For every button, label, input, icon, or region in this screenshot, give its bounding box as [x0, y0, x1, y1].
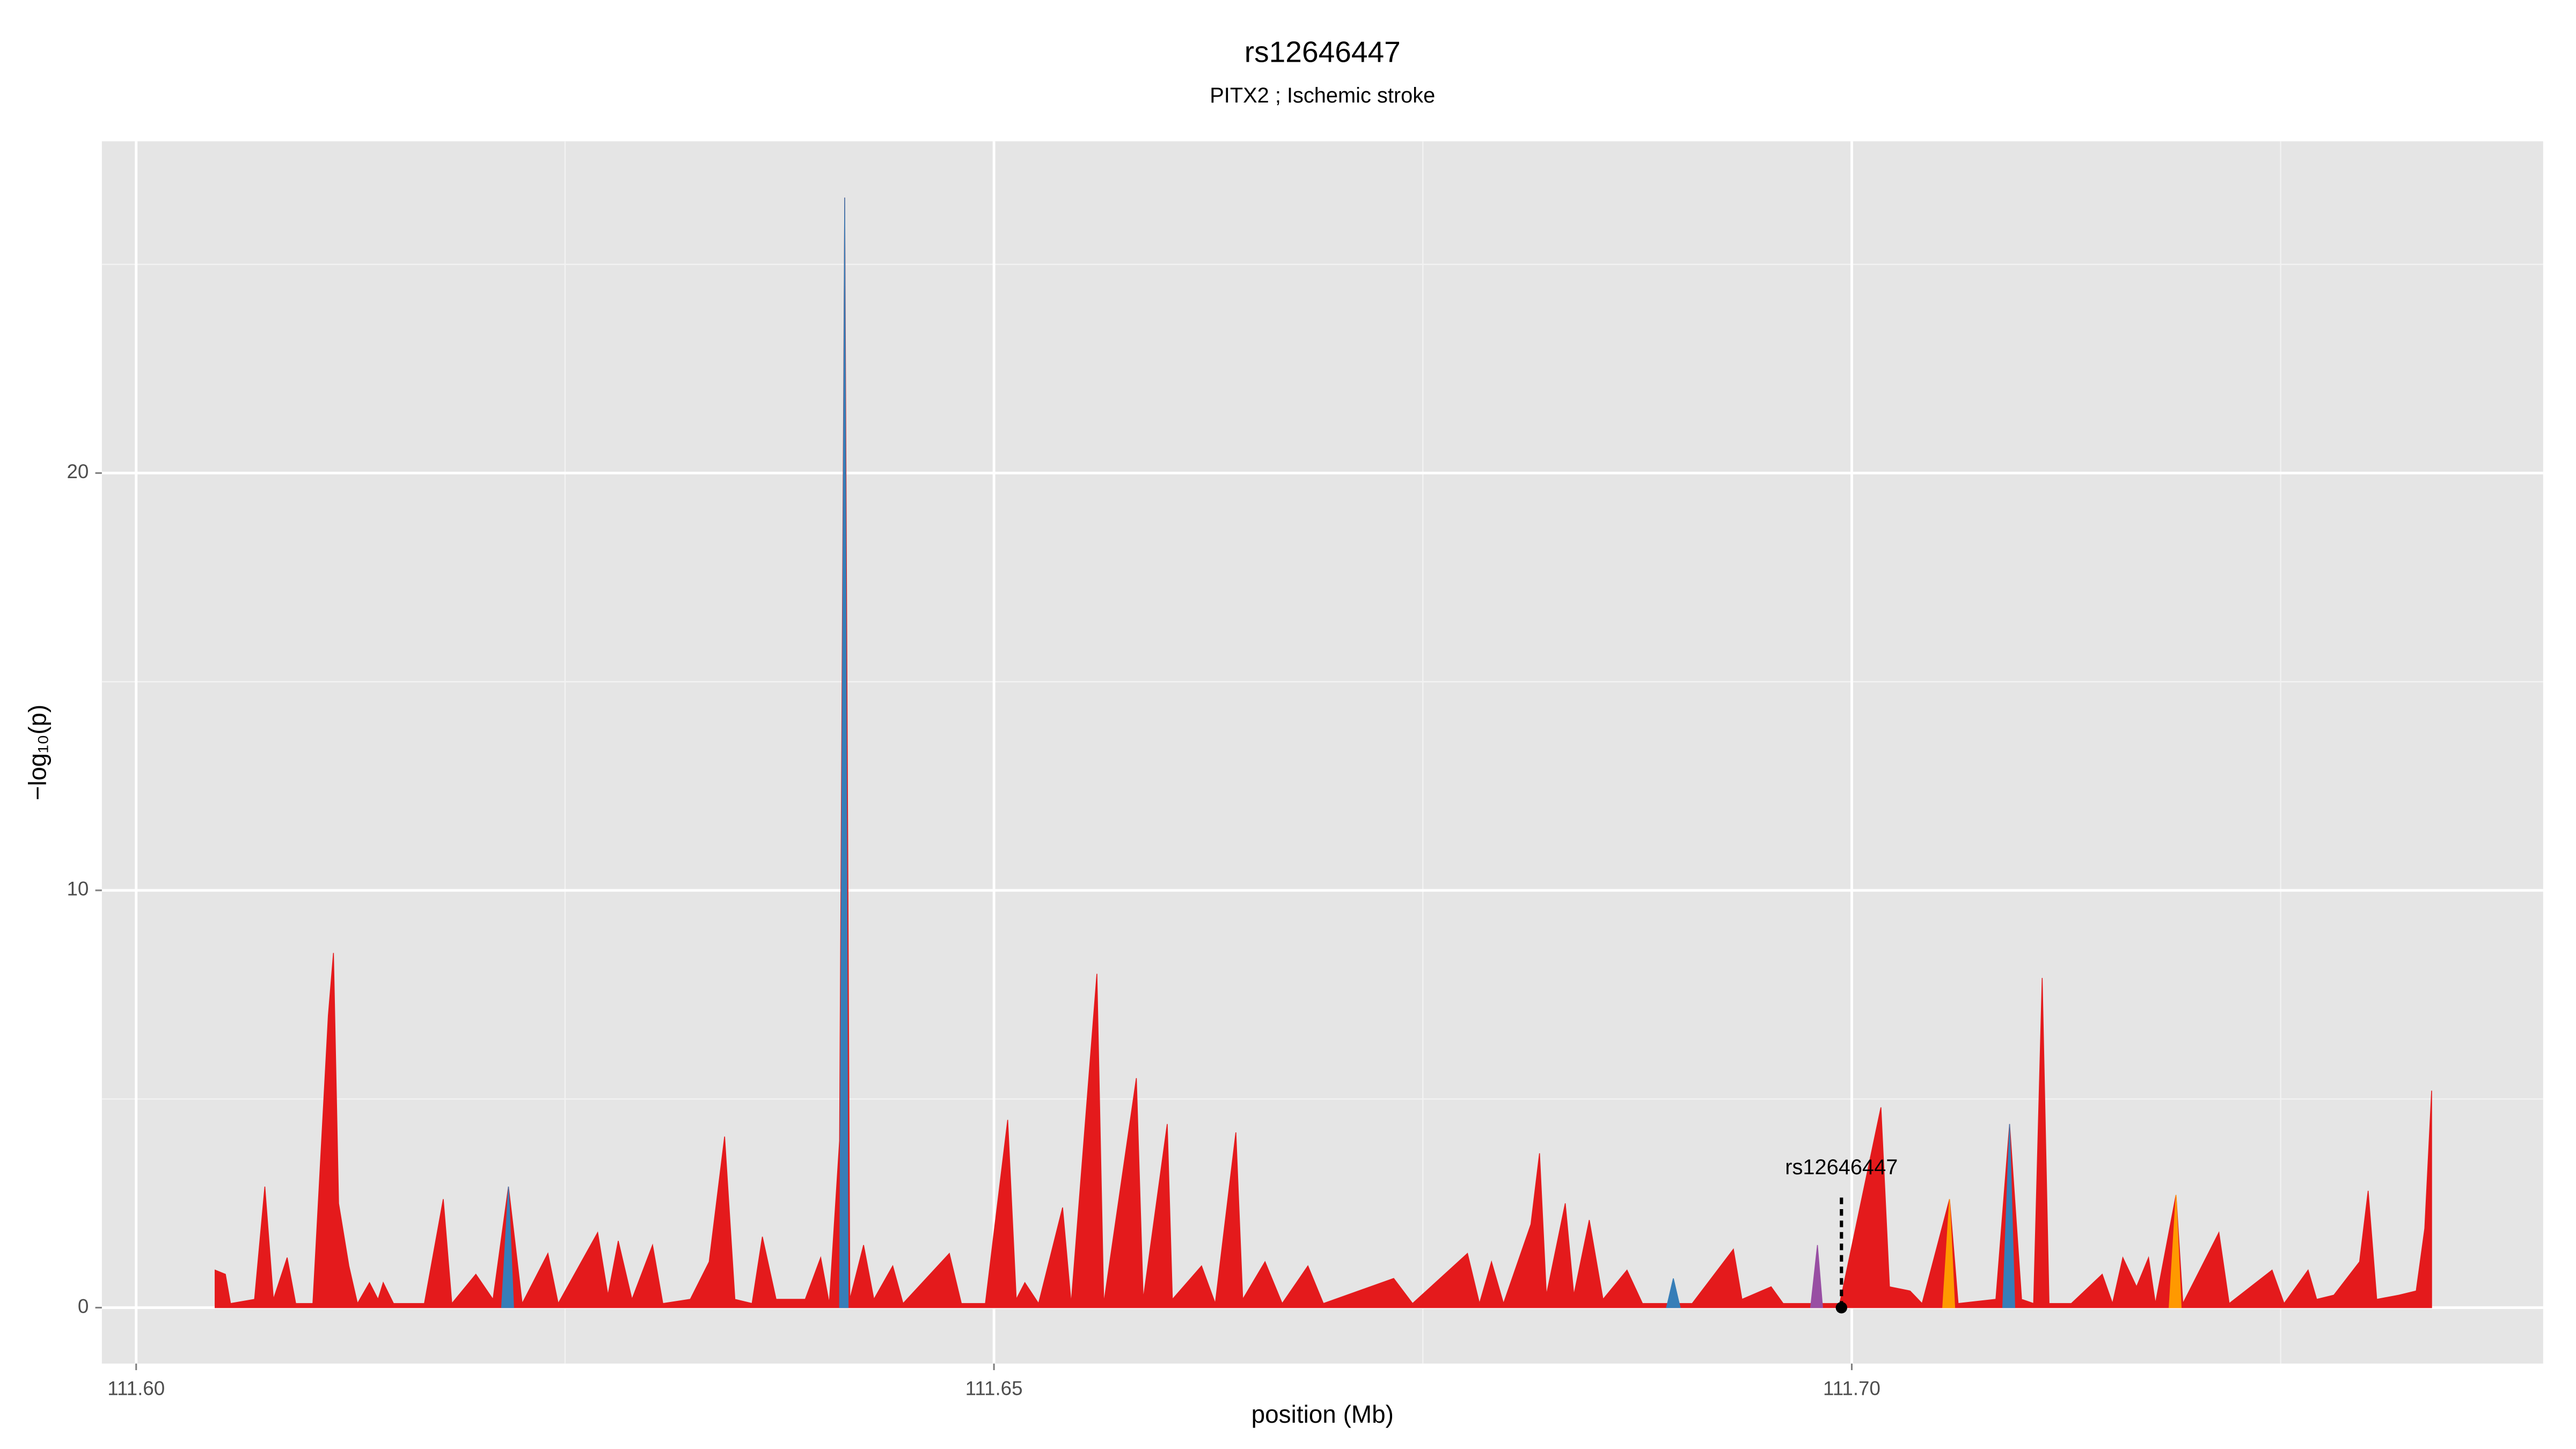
panel — [101, 141, 2543, 1364]
area — [501, 197, 2015, 1308]
y-axis-title: −log₁₀(p) — [24, 705, 52, 801]
x-tick-label: 111.70 — [1823, 1377, 1880, 1399]
y-tick-label: 0 — [78, 1295, 89, 1317]
chart-title: rs12646447 — [1245, 35, 1401, 69]
annotation-point — [1835, 1301, 1848, 1314]
x-axis-title: position (Mb) — [1252, 1400, 1394, 1428]
x-tick-label: 111.65 — [965, 1377, 1023, 1399]
chart-subtitle: PITX2 ; Ischemic stroke — [1210, 84, 1435, 107]
y-tick-label: 20 — [67, 460, 89, 482]
area — [1810, 1245, 1823, 1308]
y-tick-label: 10 — [67, 878, 89, 900]
annotation-label: rs12646447 — [1785, 1155, 1898, 1179]
x-tick-label: 111.60 — [107, 1377, 165, 1399]
area — [1942, 1195, 2182, 1308]
area — [215, 197, 2432, 1308]
